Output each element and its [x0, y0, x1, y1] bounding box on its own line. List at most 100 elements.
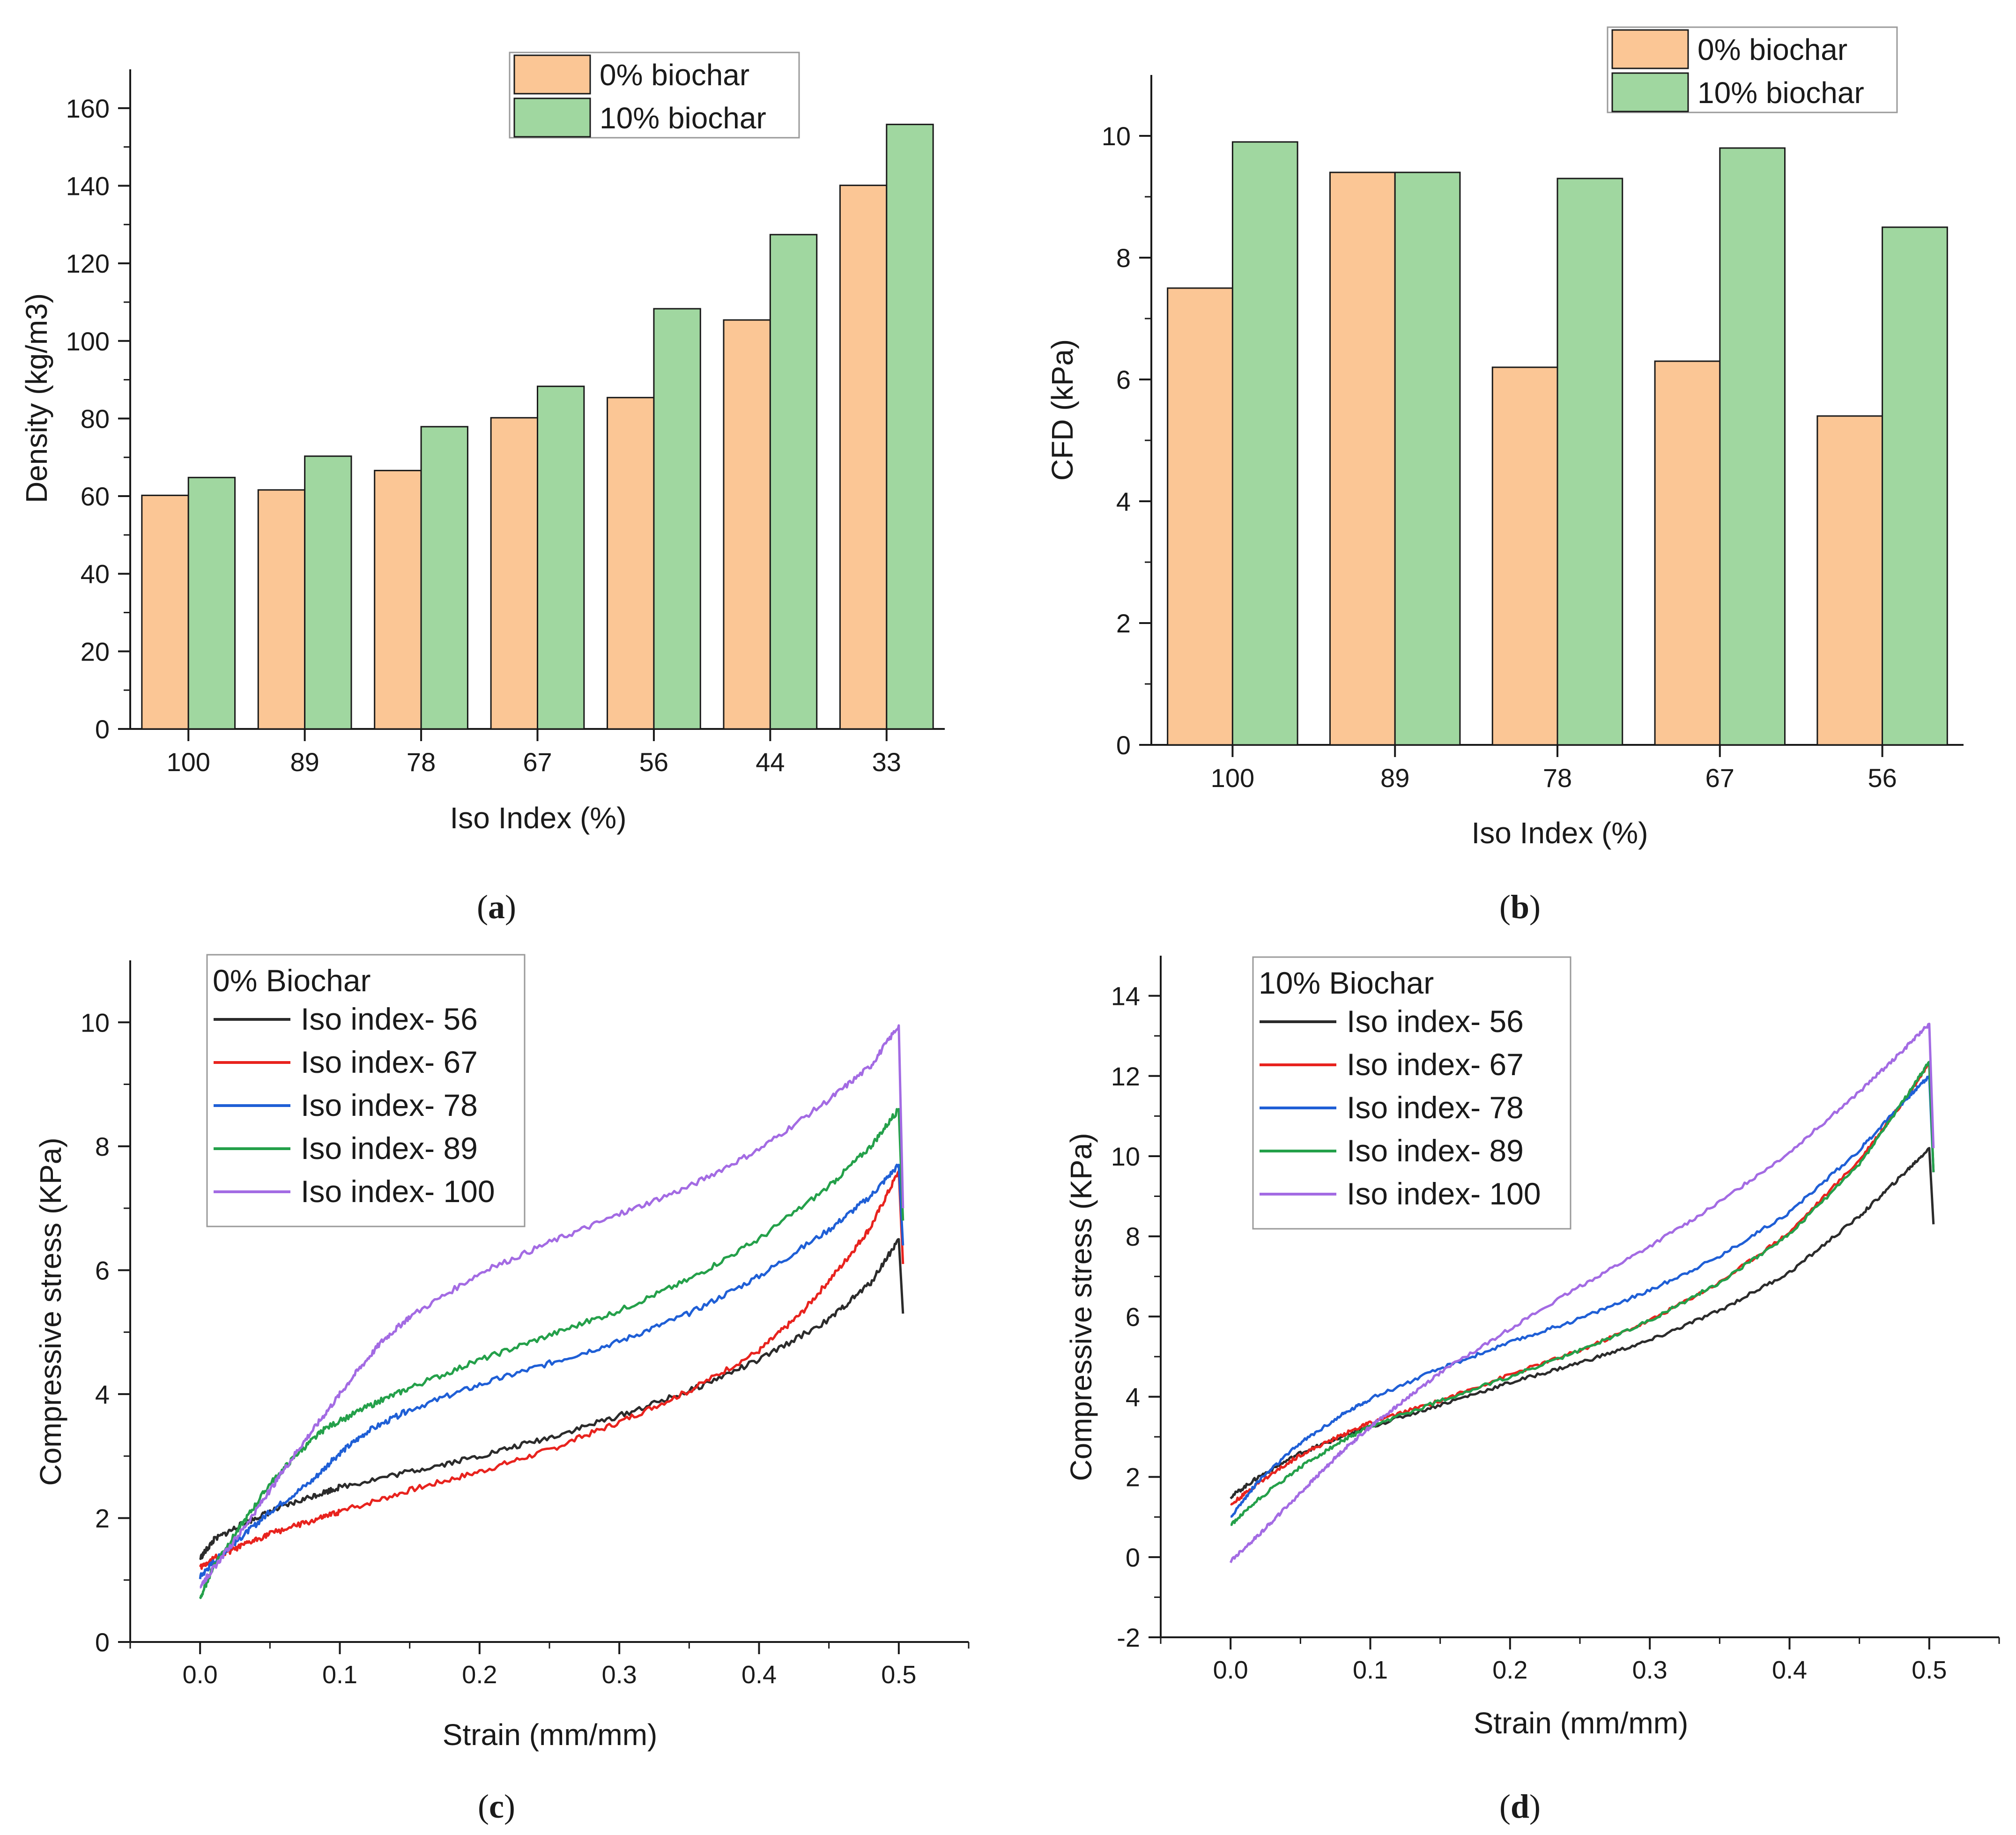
x-tick-label-d-0: 0.0	[1213, 1656, 1248, 1684]
legend-label-d-0: Iso index- 56	[1347, 1004, 1524, 1039]
x-tick-label-c-2: 0.2	[462, 1661, 497, 1689]
x-tick-label-d-2: 0.2	[1492, 1656, 1527, 1684]
x-tick-label-b-78: 78	[1543, 763, 1572, 793]
y-tick-label-b-2: 4	[1116, 487, 1131, 516]
plot-area-b: 0 2 4 6 8 10 100 89 78 67 56 0% biochar 10% biochar	[1102, 26, 1964, 793]
panel-a: 0 20 40 60 80 100 120 140 160 100 89 78 67 56 44 33 0% b…	[20, 52, 945, 926]
legend-swatch-a-0	[513, 54, 591, 95]
legend-label-c-0: Iso index- 56	[301, 1002, 478, 1036]
legend-swatch-b-1	[1611, 72, 1689, 112]
legend-label-d-3: Iso index- 89	[1347, 1133, 1524, 1168]
x-tick-label-a-33: 33	[872, 747, 901, 777]
legend-label-c-3: Iso index- 89	[301, 1131, 478, 1166]
legend-label-a-1: 10% biochar	[600, 101, 766, 135]
bar-a-10pct-33	[886, 124, 934, 730]
y-tick-label-d-0: -2	[1117, 1623, 1140, 1652]
bar-a-0pct-67	[490, 417, 538, 730]
x-tick-label-d-1: 0.1	[1353, 1656, 1388, 1684]
legend-label-b-0: 0% biochar	[1697, 33, 1847, 67]
legend-box-d	[1252, 956, 1571, 1230]
y-axis-label-c: Compressive stress (KPa)	[34, 1137, 67, 1486]
y-tick-label-d-8: 14	[1111, 981, 1140, 1011]
legend-swatch-b-0	[1611, 29, 1689, 69]
series-line-d-89	[1230, 1061, 1935, 1526]
x-tick-label-a-67: 67	[523, 747, 552, 777]
series-line-c-78	[199, 1163, 904, 1580]
bar-a-0pct-33	[839, 185, 888, 730]
bar-b-10pct-100	[1231, 141, 1298, 746]
y-axis-label-b: CFD (kPa)	[1045, 339, 1079, 481]
y-tick-label-d-1: 0	[1126, 1543, 1140, 1572]
legend-label-b-1: 10% biochar	[1697, 76, 1864, 110]
bar-b-10pct-56	[1882, 226, 1948, 746]
x-tick-label-a-56: 56	[639, 747, 668, 777]
bar-a-0pct-78	[374, 469, 422, 730]
series-line-c-100	[199, 1024, 904, 1589]
x-tick-label-a-89: 89	[290, 747, 319, 777]
bar-b-10pct-67	[1719, 147, 1786, 746]
legend-label-c-1: Iso index- 67	[301, 1045, 478, 1079]
bar-a-10pct-100	[187, 476, 236, 730]
x-tick-label-b-100: 100	[1211, 763, 1254, 793]
y-tick-label-a-4: 80	[81, 404, 110, 433]
plot-area-c: 0 2 4 6 8 10 0.0 0.1 0.2 0.3 0.4 0.5 0% Biochar Iso i…	[81, 954, 970, 1689]
bar-a-0pct-56	[607, 397, 655, 730]
legend-label-d-2: Iso index- 78	[1347, 1090, 1524, 1125]
legend-swatch-a-1	[513, 97, 591, 138]
y-tick-label-b-0: 0	[1116, 730, 1131, 760]
legend-title-c: 0% Biochar	[213, 963, 371, 998]
bar-b-0pct-67	[1654, 360, 1721, 746]
x-tick-label-c-0: 0.0	[183, 1661, 218, 1689]
bar-b-0pct-100	[1167, 287, 1233, 746]
bar-a-0pct-89	[257, 489, 306, 730]
panel-d: -2 0 2 4 6 8 10 12 14 0.0 0.1 0.2 0.3 0.4 0.5 10% Bioch…	[1064, 956, 2000, 1825]
x-tick-label-c-5: 0.5	[881, 1661, 916, 1689]
series-line-c-56	[199, 1238, 904, 1560]
y-tick-label-d-3: 4	[1126, 1382, 1140, 1412]
legend-label-c-2: Iso index- 78	[301, 1088, 478, 1122]
bar-b-10pct-89	[1394, 171, 1461, 746]
y-tick-label-c-4: 8	[95, 1132, 110, 1161]
bar-b-0pct-78	[1491, 366, 1558, 746]
y-tick-label-d-6: 10	[1111, 1142, 1140, 1171]
x-tick-label-d-4: 0.4	[1772, 1656, 1807, 1684]
bar-a-10pct-44	[769, 234, 818, 730]
y-tick-label-b-1: 2	[1116, 609, 1131, 638]
legend-box-c	[206, 954, 526, 1227]
y-tick-label-c-5: 10	[81, 1008, 110, 1037]
y-tick-label-a-7: 140	[66, 171, 110, 201]
legend-title-d: 10% Biochar	[1259, 966, 1434, 1000]
bar-b-10pct-78	[1556, 178, 1623, 746]
y-tick-label-d-7: 12	[1111, 1062, 1140, 1091]
bar-b-0pct-89	[1329, 171, 1396, 746]
y-tick-label-b-5: 10	[1102, 121, 1131, 151]
x-tick-label-b-67: 67	[1705, 763, 1734, 793]
y-tick-label-d-5: 8	[1126, 1222, 1140, 1251]
y-tick-label-c-2: 4	[95, 1380, 110, 1409]
y-tick-label-b-4: 8	[1116, 243, 1131, 273]
y-tick-label-a-5: 100	[66, 327, 110, 356]
plot-area-a: 0 20 40 60 80 100 120 140 160 100 89 78 67 56 44 33 0% b…	[66, 52, 945, 777]
y-tick-label-d-4: 6	[1126, 1302, 1140, 1331]
y-tick-label-a-0: 0	[95, 714, 110, 744]
series-line-d-78	[1230, 1075, 1935, 1518]
caption-d: (d)	[1499, 1788, 1541, 1825]
y-tick-label-d-2: 2	[1126, 1463, 1140, 1492]
y-tick-label-a-6: 120	[66, 249, 110, 278]
bar-a-10pct-78	[420, 426, 468, 730]
x-tick-label-b-89: 89	[1380, 763, 1409, 793]
x-tick-label-a-100: 100	[166, 747, 210, 777]
x-tick-label-a-44: 44	[756, 747, 785, 777]
y-tick-label-a-2: 40	[81, 559, 110, 589]
x-tick-label-c-3: 0.3	[602, 1661, 637, 1689]
bar-b-0pct-56	[1816, 415, 1883, 746]
legend-label-d-4: Iso index- 100	[1347, 1176, 1541, 1211]
series-line-c-67	[199, 1170, 904, 1570]
bar-a-10pct-56	[653, 308, 701, 730]
x-tick-label-c-1: 0.1	[322, 1661, 357, 1689]
y-axis-label-d: Compressive stress (KPa)	[1064, 1133, 1098, 1481]
y-tick-label-a-1: 20	[81, 637, 110, 666]
caption-b: (b)	[1499, 888, 1541, 926]
bar-a-0pct-44	[723, 319, 771, 730]
